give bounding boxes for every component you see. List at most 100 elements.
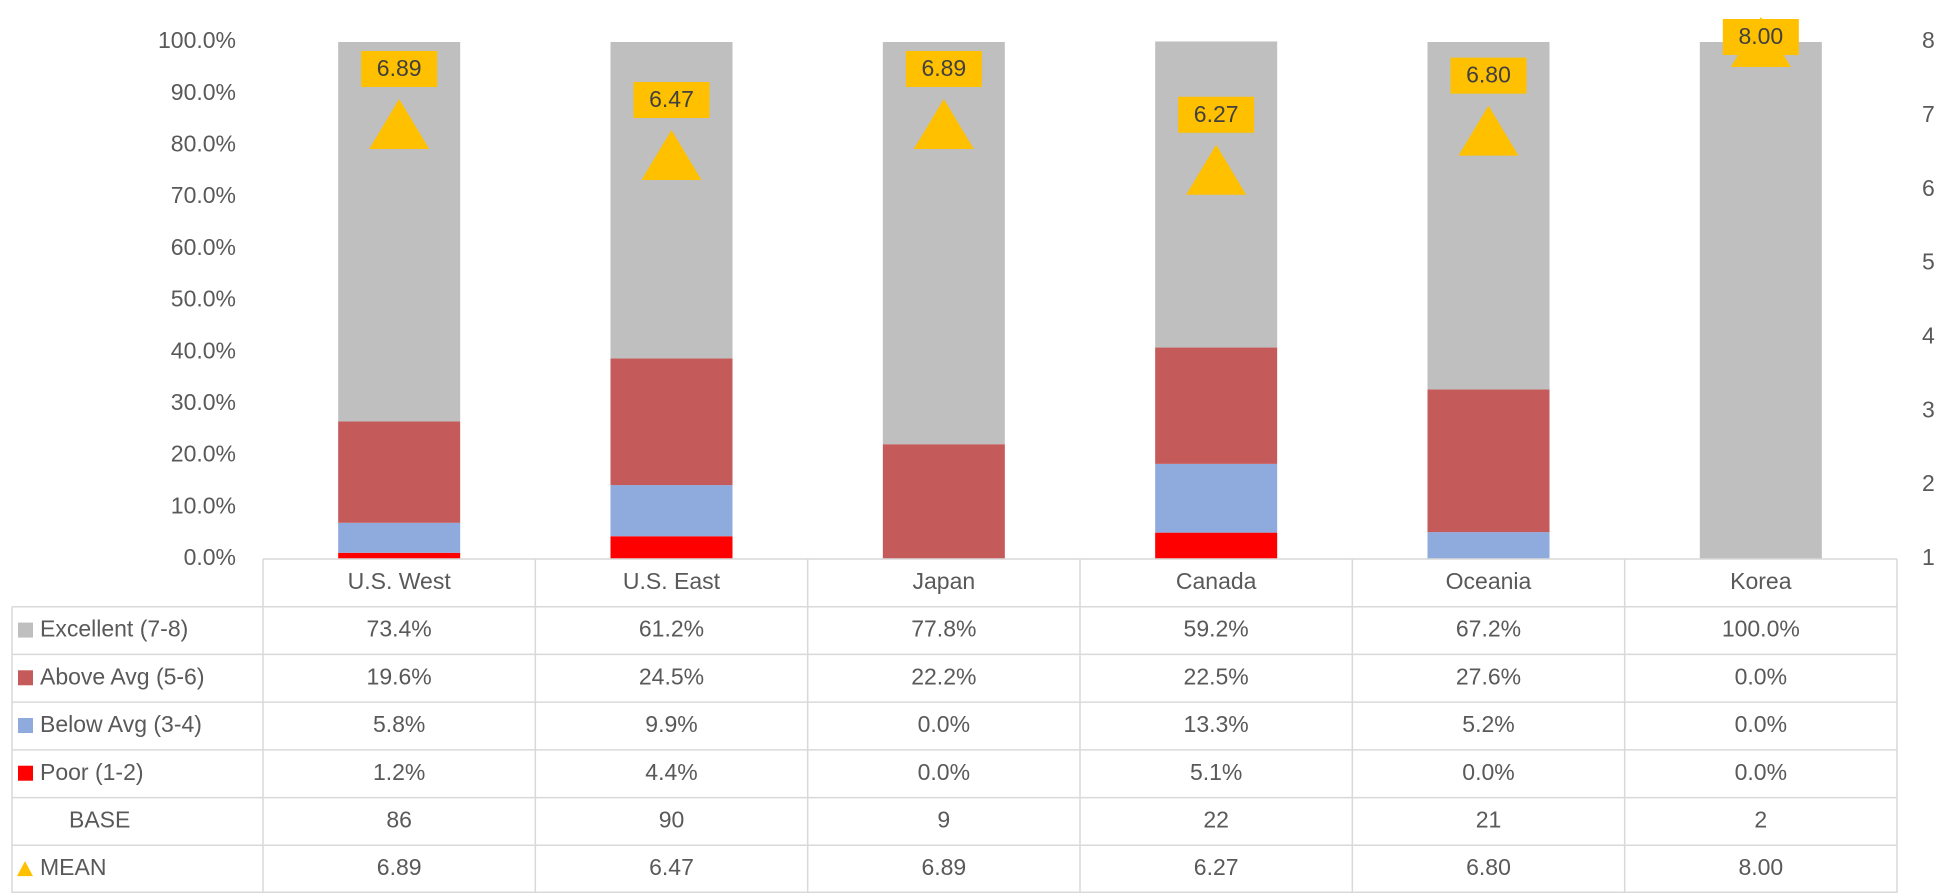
mean-label-box <box>1722 19 1799 55</box>
legend-key <box>17 861 33 877</box>
bar-segment <box>1155 463 1278 533</box>
y-tick-label: 70.0% <box>171 182 236 208</box>
y2-tick-label: 5 <box>1922 249 1935 275</box>
y2-tick-label: 3 <box>1922 396 1935 422</box>
table-cell: 77.8% <box>911 616 976 642</box>
bar-segment <box>1427 389 1550 533</box>
table-cell: 6.89 <box>921 854 966 880</box>
table-cell: 5.2% <box>1462 711 1514 737</box>
bar-segment <box>882 444 1005 559</box>
table-cell: 19.6% <box>367 663 432 689</box>
table-cell: 90 <box>659 807 685 833</box>
legend-label: Below Avg (3-4) <box>40 711 202 737</box>
bar-segment <box>338 421 461 523</box>
bar-segment <box>338 552 461 559</box>
table-cell: 0.0% <box>918 759 970 785</box>
mean-label: 6.89 <box>377 55 422 81</box>
legend-label: Above Avg (5-6) <box>40 663 205 689</box>
table-cell: 4.4% <box>645 759 697 785</box>
y2-tick-label: 4 <box>1922 323 1935 349</box>
legend-key <box>18 718 33 733</box>
table-cell: 0.0% <box>1462 759 1514 785</box>
y2-tick-label: 6 <box>1922 175 1935 201</box>
legend-label: Excellent (7-8) <box>40 616 188 642</box>
table-cell: 86 <box>386 807 412 833</box>
mean-label: 6.47 <box>649 86 694 112</box>
y-tick-label: 90.0% <box>171 79 236 105</box>
bar-segment <box>610 485 733 537</box>
mean-label: 6.89 <box>921 55 966 81</box>
table-cell: 6.27 <box>1194 854 1239 880</box>
y-tick-label: 20.0% <box>171 441 236 467</box>
table-cell: 5.1% <box>1190 759 1242 785</box>
table-cell: 6.89 <box>377 854 422 880</box>
y2-tick-label: 1 <box>1922 544 1935 570</box>
table-cell: 100.0% <box>1722 616 1800 642</box>
mean-label-box <box>633 82 710 119</box>
mean-label-box <box>905 50 982 87</box>
table-cell: 73.4% <box>367 616 432 642</box>
legend-key <box>18 670 33 686</box>
category-label: U.S. West <box>348 568 452 594</box>
table-cell: 22.5% <box>1184 663 1249 689</box>
mean-marker <box>1458 105 1519 156</box>
y-tick-label: 40.0% <box>171 337 236 363</box>
table-cell: 6.47 <box>649 854 694 880</box>
category-label: Canada <box>1176 568 1257 594</box>
category-label: Japan <box>912 568 975 594</box>
y-tick-label: 100.0% <box>158 27 236 53</box>
legend-key <box>18 765 33 781</box>
y-tick-label: 10.0% <box>171 492 236 518</box>
y-tick-label: 0.0% <box>184 544 236 570</box>
table-cell: 61.2% <box>639 616 704 642</box>
base-label: BASE <box>69 807 130 833</box>
mean-label-box <box>1178 96 1255 133</box>
bar-segment <box>1155 532 1278 559</box>
table-cell: 9 <box>937 807 950 833</box>
bar-segment <box>338 522 461 553</box>
mean-label-box <box>1450 57 1527 94</box>
bar-segment <box>610 536 733 559</box>
table-cell: 8.00 <box>1738 854 1783 880</box>
table-cell: 27.6% <box>1456 663 1521 689</box>
bar-segment <box>338 42 461 422</box>
y2-tick-label: 7 <box>1922 101 1935 127</box>
table-cell: 5.8% <box>373 711 425 737</box>
table-cell: 24.5% <box>639 663 704 689</box>
bar-segment <box>610 358 733 486</box>
table-cell: 9.9% <box>645 711 697 737</box>
mean-marker <box>1186 144 1247 195</box>
legend-label: Poor (1-2) <box>40 759 144 785</box>
mean-label-box <box>361 50 438 87</box>
mean-marker <box>913 98 974 149</box>
table-cell: 21 <box>1476 807 1502 833</box>
table-cell: 67.2% <box>1456 616 1521 642</box>
category-label: Korea <box>1730 568 1792 594</box>
mean-label: 6.27 <box>1194 101 1239 127</box>
mean-marker <box>641 130 702 181</box>
legend-label: MEAN <box>40 854 106 880</box>
category-label: Oceania <box>1446 568 1532 594</box>
table-cell: 2 <box>1754 807 1767 833</box>
table-cell: 1.2% <box>373 759 425 785</box>
mean-marker <box>369 98 430 149</box>
bar-segment <box>1427 532 1550 559</box>
y2-tick-label: 8 <box>1922 27 1935 53</box>
table-cell: 0.0% <box>1735 759 1787 785</box>
y-tick-label: 60.0% <box>171 234 236 260</box>
bar-segment <box>1699 42 1822 559</box>
mean-label: 6.80 <box>1466 62 1511 88</box>
table-cell: 13.3% <box>1184 711 1249 737</box>
table-cell: 6.80 <box>1466 854 1511 880</box>
table-cell: 0.0% <box>1735 711 1787 737</box>
table-cell: 22.2% <box>911 663 976 689</box>
bar-segment <box>1155 347 1278 464</box>
mean-label: 8.00 <box>1738 23 1783 49</box>
y-tick-label: 80.0% <box>171 130 236 156</box>
y2-tick-label: 2 <box>1922 470 1935 496</box>
table-cell: 0.0% <box>918 711 970 737</box>
bar-segment <box>1427 42 1550 390</box>
table-cell: 22 <box>1203 807 1229 833</box>
table-cell: 0.0% <box>1735 663 1787 689</box>
